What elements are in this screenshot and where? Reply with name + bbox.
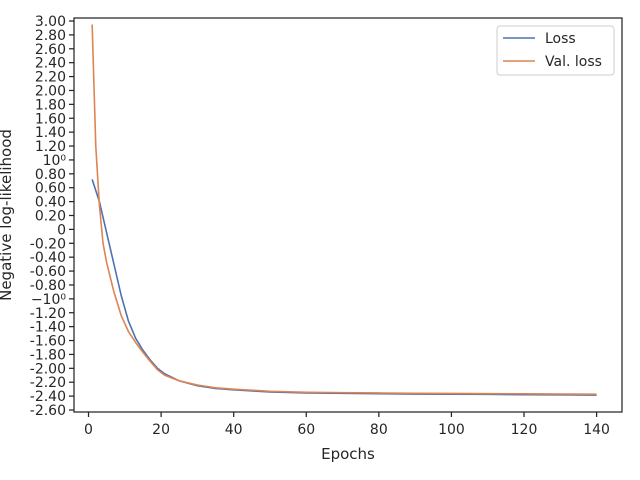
- x-tick-label: 20: [152, 422, 170, 438]
- y-tick-label: -1.20: [30, 306, 66, 322]
- legend: Loss Val. loss: [496, 25, 615, 76]
- y-tick-label: -2.00: [30, 361, 66, 377]
- y-tick-label: 2.40: [35, 56, 66, 72]
- y-tick-label: -1.80: [30, 347, 66, 363]
- x-tick-label: 0: [84, 422, 93, 438]
- y-tick-label: 3.00: [35, 14, 66, 30]
- y-tick-label: 0.80: [35, 167, 66, 183]
- y-tick-label: 10⁰: [43, 153, 67, 169]
- y-tick-label: -0.20: [30, 236, 66, 252]
- y-tick-label: -2.60: [30, 403, 66, 419]
- x-tick-label: 100: [438, 422, 465, 438]
- plot-lines: [91, 24, 597, 396]
- y-tick-label: 2.80: [35, 28, 66, 44]
- y-tick-label: 1.40: [35, 125, 66, 141]
- y-tick-label: 2.60: [35, 42, 66, 58]
- y-tick-label: 1.60: [35, 111, 66, 127]
- y-tick-label: 0.40: [35, 195, 66, 211]
- y-tick-label: −10⁰: [31, 292, 67, 308]
- y-tick-label: -2.20: [30, 375, 66, 391]
- y-tick-label: -1.40: [30, 320, 66, 336]
- x-tick-label: 60: [297, 422, 315, 438]
- y-tick-label: 0: [57, 222, 66, 238]
- y-tick-label: -1.60: [30, 334, 66, 350]
- series-line-val-loss: [91, 24, 597, 395]
- y-tick-label: -0.80: [30, 278, 66, 294]
- legend-label-val-loss: Val. loss: [545, 54, 602, 70]
- x-tick-label: 80: [370, 422, 388, 438]
- y-tick-label: 2.00: [35, 83, 66, 99]
- x-axis-label: Epochs: [321, 445, 375, 463]
- x-tick-label: 140: [583, 422, 610, 438]
- y-tick-label: 2.20: [35, 70, 66, 86]
- y-axis: 3.002.802.602.402.202.001.801.601.401.20…: [30, 14, 74, 419]
- y-tick-label: 1.80: [35, 97, 66, 113]
- y-tick-label: 0.60: [35, 181, 66, 197]
- x-tick-label: 40: [225, 422, 243, 438]
- y-tick-label: -0.40: [30, 250, 66, 266]
- x-tick-label: 120: [511, 422, 538, 438]
- y-tick-label: 1.20: [35, 139, 66, 155]
- y-tick-label: -2.40: [30, 389, 66, 405]
- x-axis: 0 20 40 60 80 100 120 140: [84, 412, 610, 438]
- y-tick-label: 0.20: [35, 209, 66, 225]
- y-tick-label: -0.60: [30, 264, 66, 280]
- legend-label-loss: Loss: [545, 31, 576, 47]
- y-axis-label: Negative log-likelihood: [0, 129, 15, 301]
